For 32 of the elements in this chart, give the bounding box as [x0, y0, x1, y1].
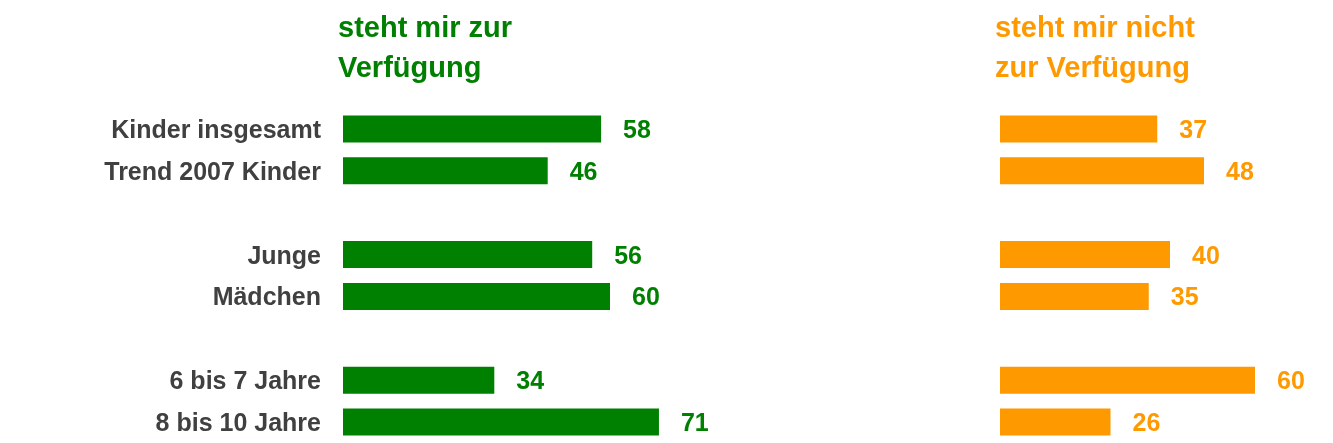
y-tick-label: Junge: [247, 240, 322, 269]
data-label: 60: [632, 282, 660, 311]
bar: [1000, 408, 1111, 436]
data-label: 34: [516, 366, 545, 395]
data-label: 26: [1132, 408, 1161, 437]
data-label: 37: [1179, 114, 1208, 143]
bar: [1000, 282, 1149, 310]
y-tick-label: Kinder insgesamt: [111, 114, 322, 143]
data-label: 35: [1170, 282, 1199, 311]
data-label: 40: [1192, 240, 1220, 269]
bar: [343, 241, 593, 269]
bar: [1000, 366, 1255, 394]
bar: [343, 115, 602, 143]
bar: [343, 408, 659, 436]
bar: [1000, 157, 1204, 185]
chart-title: steht mir zur Verfügung: [338, 11, 521, 83]
data-label: 48: [1226, 156, 1254, 185]
y-tick-label: 6 bis 7 Jahre: [169, 366, 322, 395]
bar: [343, 366, 495, 394]
bar: [1000, 241, 1170, 269]
bar: [343, 282, 610, 310]
bar: [1000, 115, 1158, 143]
data-label: 56: [614, 240, 643, 269]
y-tick-label: Mädchen: [212, 282, 321, 311]
data-label: 60: [1277, 366, 1305, 395]
bar: [343, 157, 548, 185]
y-tick-label: Trend 2007 Kinder: [104, 156, 322, 185]
chart-title: steht mir nicht zur Verfügung: [995, 11, 1203, 83]
data-label: 46: [569, 156, 598, 185]
data-label: 71: [680, 408, 709, 437]
y-tick-label: 8 bis 10 Jahre: [155, 408, 322, 437]
data-label: 58: [623, 114, 651, 143]
